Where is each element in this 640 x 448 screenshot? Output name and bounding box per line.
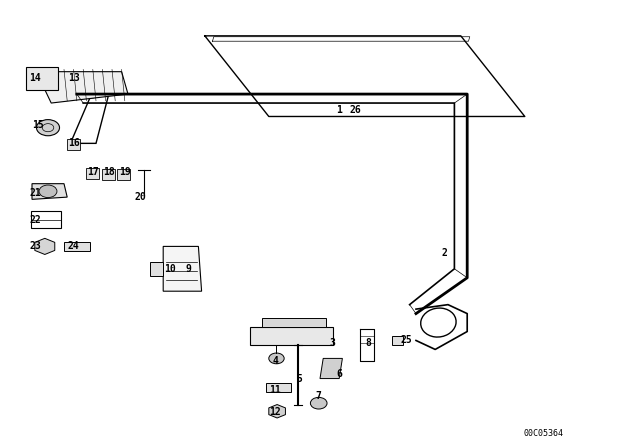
Polygon shape xyxy=(117,169,130,180)
Polygon shape xyxy=(250,327,333,345)
Text: 5: 5 xyxy=(296,374,303,383)
Circle shape xyxy=(310,397,327,409)
Text: 3: 3 xyxy=(330,338,336,348)
Polygon shape xyxy=(102,169,115,180)
Text: 9: 9 xyxy=(186,264,192,274)
Text: 23: 23 xyxy=(29,241,41,251)
Text: 11: 11 xyxy=(269,385,281,395)
Circle shape xyxy=(36,120,60,136)
Text: 17: 17 xyxy=(87,168,99,177)
Polygon shape xyxy=(67,139,80,150)
Polygon shape xyxy=(86,168,99,179)
Text: 6: 6 xyxy=(336,369,342,379)
Polygon shape xyxy=(262,318,326,327)
Text: 18: 18 xyxy=(103,168,115,177)
Text: 10: 10 xyxy=(164,264,175,274)
Text: 26: 26 xyxy=(349,105,361,115)
Polygon shape xyxy=(45,72,128,103)
Polygon shape xyxy=(392,336,403,345)
Text: 1: 1 xyxy=(336,105,342,115)
Circle shape xyxy=(269,353,284,364)
Text: 19: 19 xyxy=(119,168,131,177)
Polygon shape xyxy=(150,262,163,276)
Text: 16: 16 xyxy=(68,138,79,148)
Text: 22: 22 xyxy=(29,215,41,224)
Text: 7: 7 xyxy=(316,392,322,401)
Text: 12: 12 xyxy=(269,407,281,417)
Polygon shape xyxy=(64,242,90,251)
Text: 8: 8 xyxy=(365,338,371,348)
Text: 15: 15 xyxy=(33,121,44,130)
Polygon shape xyxy=(266,383,291,392)
Text: 13: 13 xyxy=(68,73,79,83)
Text: 20: 20 xyxy=(135,192,147,202)
Text: 21: 21 xyxy=(29,188,41,198)
Polygon shape xyxy=(32,184,67,199)
Polygon shape xyxy=(320,358,342,379)
Circle shape xyxy=(39,185,57,198)
Text: 4: 4 xyxy=(272,356,278,366)
Text: 25: 25 xyxy=(401,336,412,345)
Text: 14: 14 xyxy=(29,73,41,83)
Polygon shape xyxy=(163,246,202,291)
Text: 2: 2 xyxy=(442,248,448,258)
Polygon shape xyxy=(26,67,58,90)
Text: 00C05364: 00C05364 xyxy=(524,429,563,438)
Text: 24: 24 xyxy=(68,241,79,251)
